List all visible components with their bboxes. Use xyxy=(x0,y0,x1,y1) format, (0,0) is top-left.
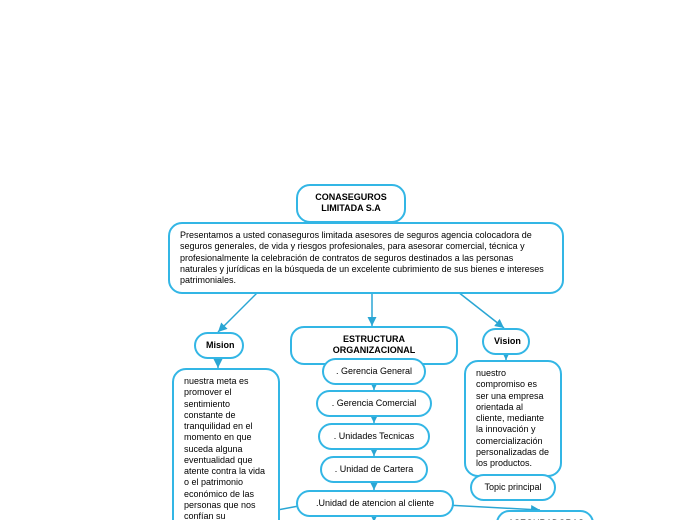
node-mision-text: nuestra meta es promover el sentimiento … xyxy=(172,368,280,520)
node-gerencia-general: . Gerencia General xyxy=(322,358,426,385)
node-gerencia-comercial: . Gerencia Comercial xyxy=(316,390,432,417)
node-mision: Mision xyxy=(194,332,244,359)
node-vision-text: nuestro compromiso es ser una empresa or… xyxy=(464,360,562,477)
node-title: CONASEGUROS LIMITADA S.A xyxy=(296,184,406,223)
node-intro: Presentamos a usted conaseguros limitada… xyxy=(168,222,564,294)
node-vision: Vision xyxy=(482,328,530,355)
node-topic-principal: Topic principal xyxy=(470,474,556,501)
node-aseguradoras: ASEGURADORAS xyxy=(496,510,594,520)
node-unidades-tecnicas: . Unidades Tecnicas xyxy=(318,423,430,450)
node-unidad-cartera: . Unidad de Cartera xyxy=(320,456,428,483)
node-unidad-atencion: .Unidad de atencion al cliente xyxy=(296,490,454,517)
